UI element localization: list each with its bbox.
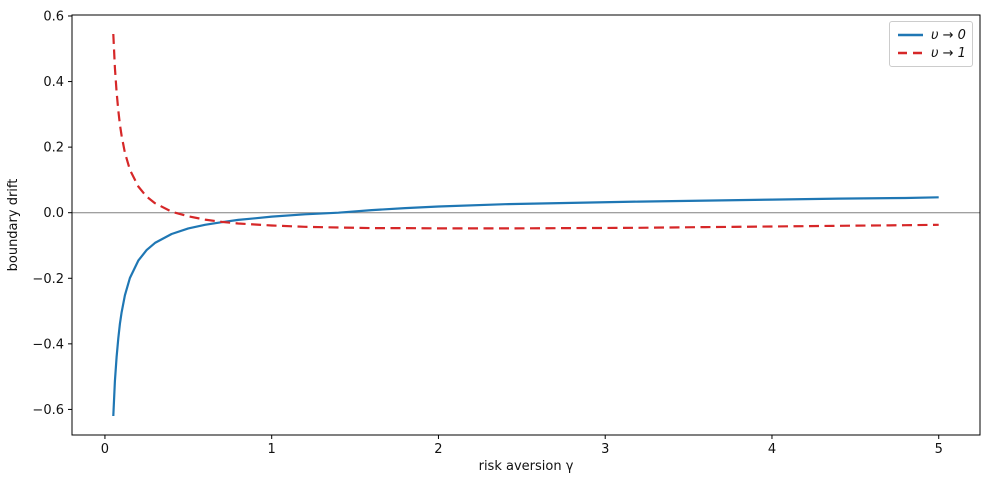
x-tick-label: 2 (434, 442, 442, 457)
x-tick-label: 0 (101, 442, 109, 457)
solid-line-sample (898, 33, 923, 37)
legend-label: υ → 0 (931, 27, 966, 43)
series-line-1 (112, 33, 939, 230)
dashed-line-swatch-icon (897, 50, 924, 56)
y-tick-label: 0.2 (43, 141, 64, 156)
legend-item-upsilon-1: υ → 1 (897, 44, 966, 62)
y-tick-label: 0.0 (43, 206, 64, 221)
legend-item-upsilon-0: υ → 0 (897, 26, 966, 44)
y-tick-label: −0.2 (32, 272, 64, 287)
plot-border (71, 14, 981, 436)
solid-line-swatch-icon (897, 32, 924, 38)
y-tick-label: 0.6 (43, 9, 64, 24)
y-tick-label: −0.6 (32, 403, 64, 418)
legend: υ → 0 υ → 1 (889, 21, 973, 67)
x-tick-label: 4 (768, 442, 776, 457)
y-tick-label: −0.4 (32, 337, 64, 352)
x-tick-label: 5 (935, 442, 943, 457)
x-tick-label: 3 (601, 442, 609, 457)
y-tick-label: 0.4 (43, 75, 64, 90)
dashed-line-sample (898, 51, 923, 55)
x-tick-label: 1 (268, 442, 276, 457)
legend-label: υ → 1 (931, 45, 966, 61)
y-axis-label: boundary drift (6, 178, 21, 272)
series-line-0 (112, 196, 939, 417)
x-axis-label: risk aversion γ (478, 459, 574, 474)
